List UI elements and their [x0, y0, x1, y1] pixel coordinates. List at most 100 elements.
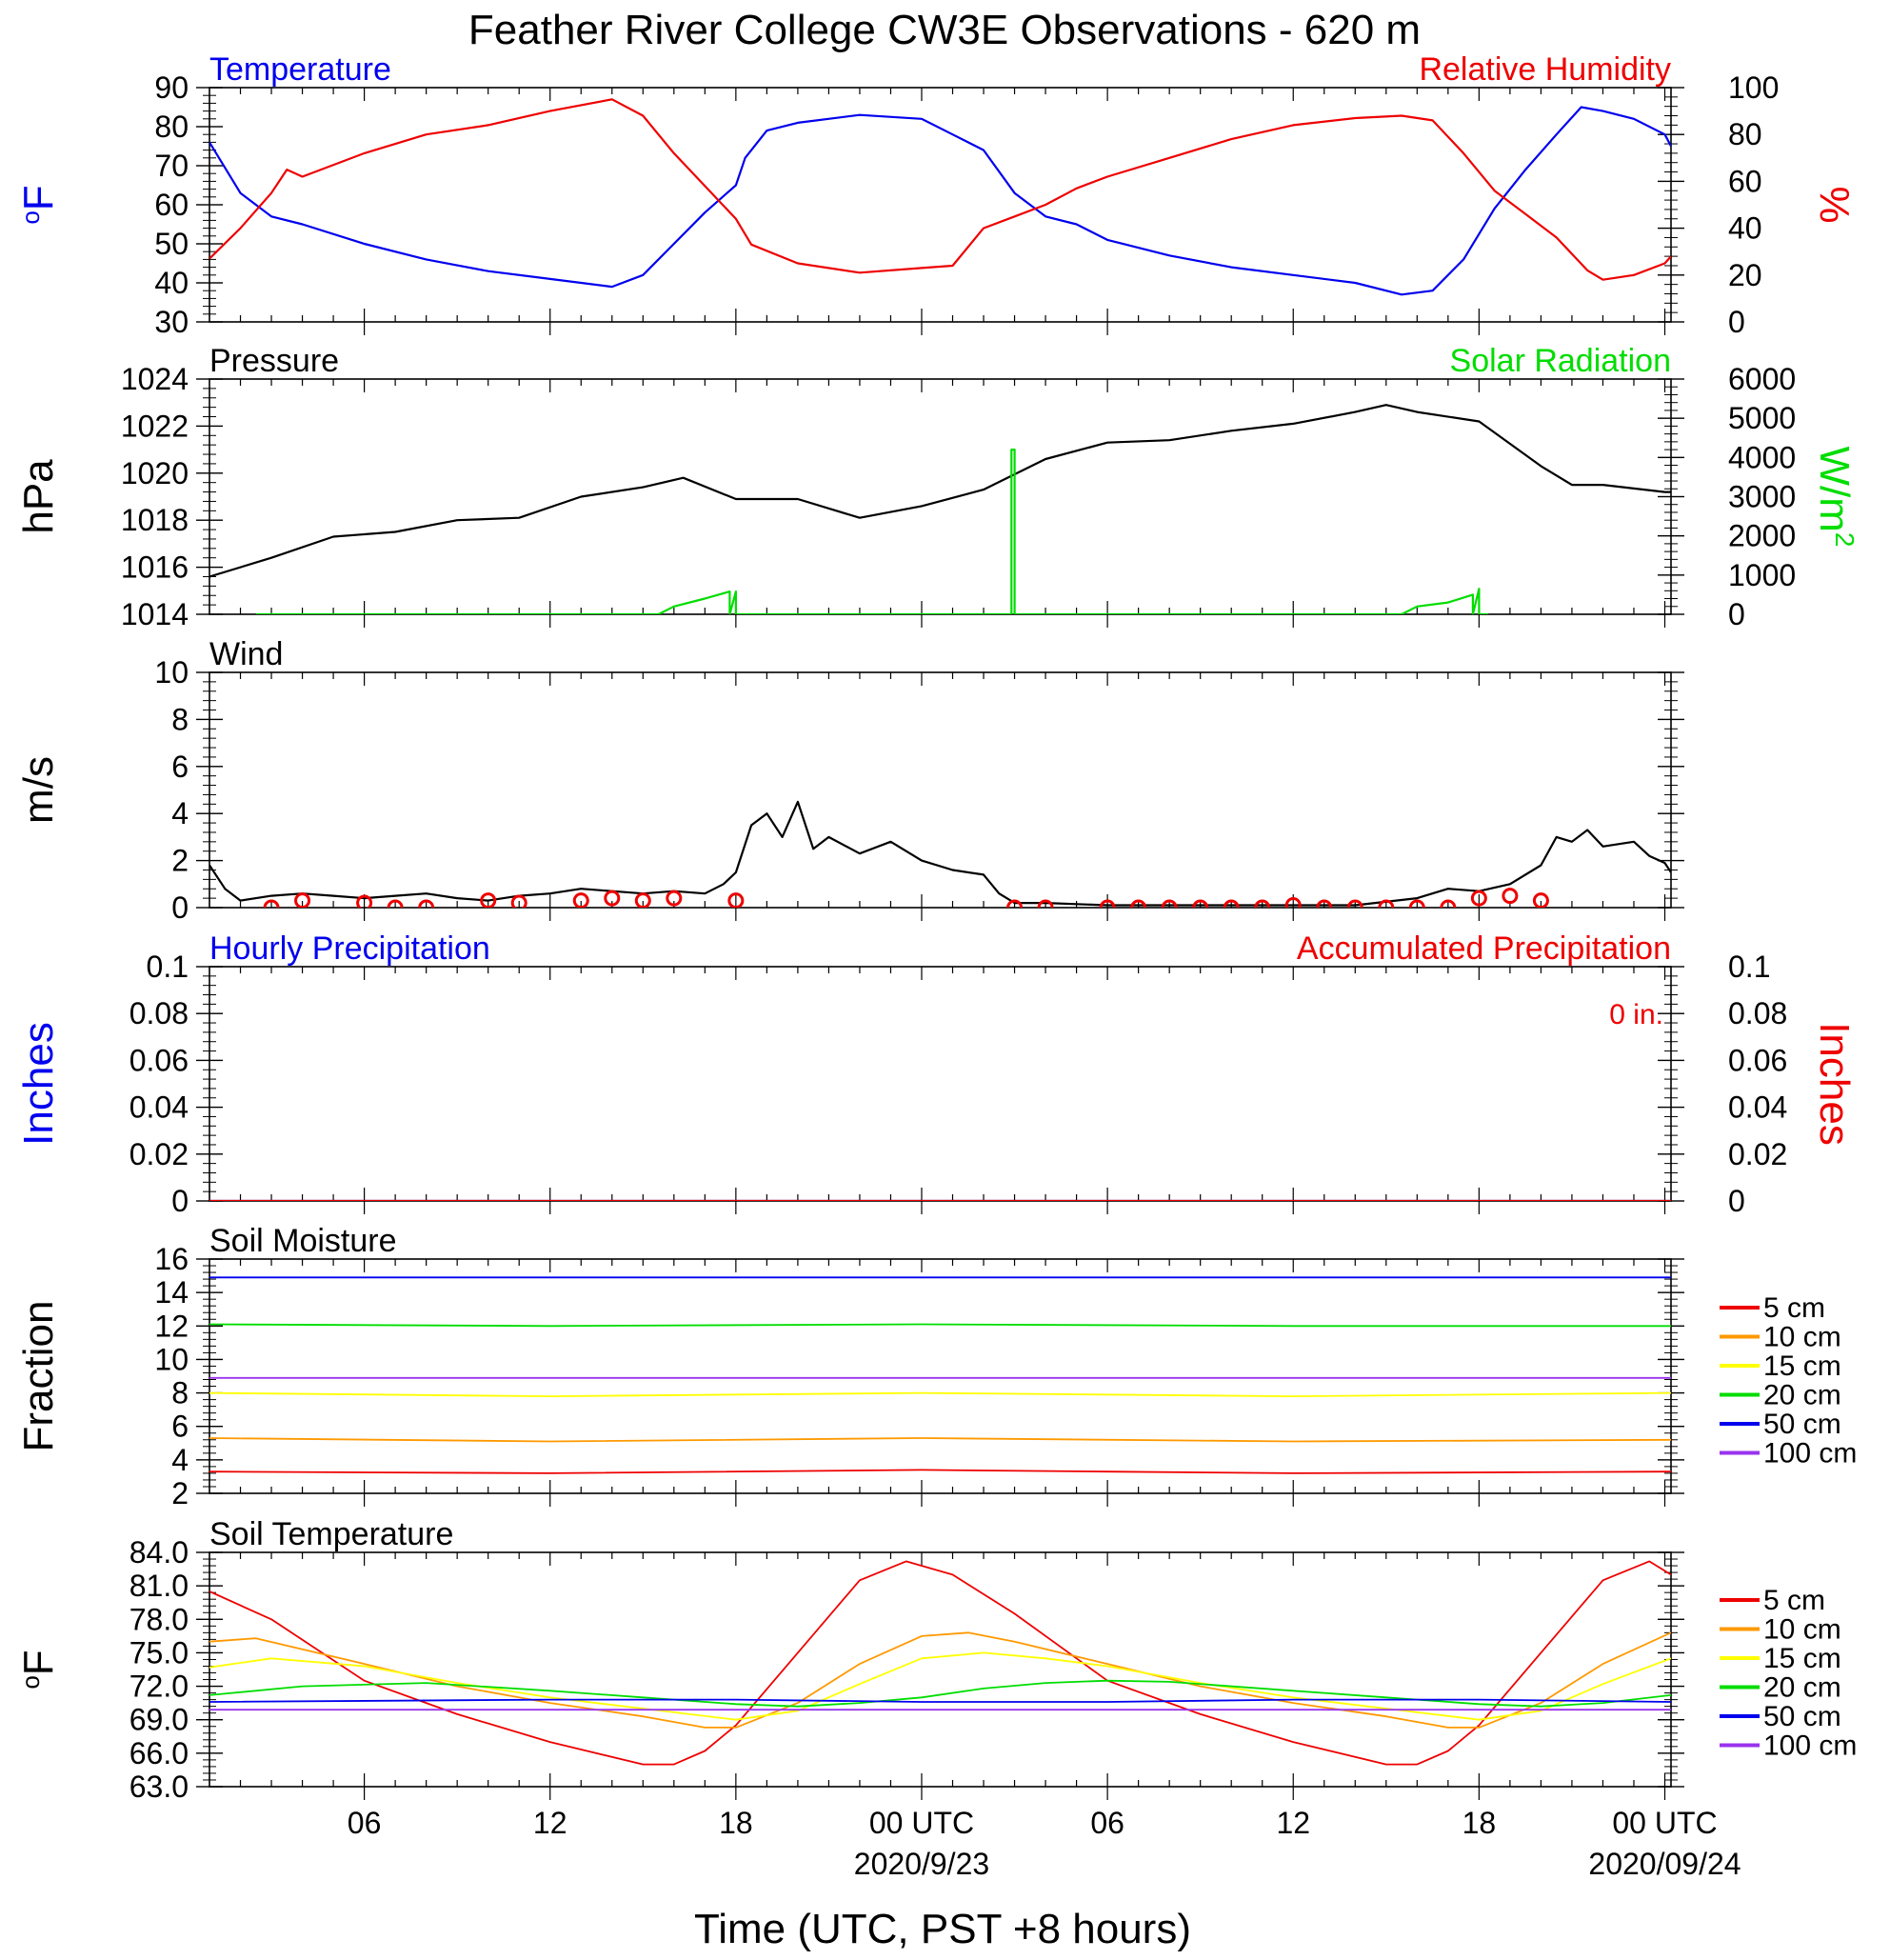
legend-label-5-cm: 5 cm [1763, 1585, 1825, 1616]
series-group [209, 1276, 1671, 1474]
y-tick-label-left: 4 [171, 796, 189, 830]
wind-obs-marker [356, 894, 373, 908]
wind-obs-marker [1099, 899, 1116, 908]
y-tick-label-left: 0.08 [129, 996, 189, 1030]
wind-obs-marker [1440, 899, 1457, 908]
y-tick-label-left: 0.04 [129, 1090, 189, 1125]
y-tick-label-left: 14 [154, 1275, 189, 1310]
y-tick-label-left: 1018 [121, 503, 189, 537]
y-tick-label-left: 6 [171, 750, 189, 784]
y-axis-label-left: oF [15, 1650, 62, 1689]
series-20-cm [209, 1323, 1671, 1328]
y-tick-label-left: 80 [154, 110, 189, 144]
series-10-cm [209, 1631, 1671, 1729]
y-tick-label-left: 72.0 [129, 1670, 189, 1704]
y-tick-label-left: 1024 [121, 362, 189, 396]
y-tick-label-left: 60 [154, 188, 189, 222]
y-tick-label-left: 16 [154, 1242, 189, 1276]
wind-obs-marker [1316, 899, 1333, 908]
y-tick-label-right: 0 [1728, 1184, 1745, 1218]
y-tick-label-left: 0 [171, 890, 189, 925]
wind-obs-marker [1284, 897, 1302, 908]
y-axis-label-right: Inches [1811, 1022, 1858, 1146]
y-tick-label-left: 2 [171, 844, 189, 878]
y-tick-label-left: 84.0 [129, 1535, 189, 1570]
y-tick-label-right: 40 [1728, 211, 1762, 246]
y-tick-label-right: 100 [1728, 70, 1779, 105]
x-axis-label: Time (UTC, PST +8 hours) [694, 1906, 1191, 1952]
wind-obs-marker [418, 899, 435, 908]
panel-press_solar: 1014 1016 1018 1020 1022 1024 0 1000 2000 3000 400… [15, 343, 1860, 631]
y-tick-label-right: 0 [1728, 597, 1745, 631]
x-tick-label: 06 [1090, 1806, 1124, 1840]
panel-soil_temp: 63.066.069.072.075.078.081.084.0 Soil Tem… [15, 1516, 1857, 1804]
y-tick-label-left: 1016 [121, 550, 189, 585]
x-tick-label: 12 [533, 1806, 567, 1840]
x-tick-label: 18 [1462, 1806, 1497, 1840]
y-tick-label-left: 1014 [121, 597, 189, 631]
wind-obs-marker [1130, 899, 1147, 908]
panel-precip: 0 0.02 0.04 0.06 0.08 0.1 0 0.02 0.04 0.06 0.08 0.1… [15, 930, 1858, 1218]
panel-title-left: Pressure [209, 343, 339, 379]
wind-obs-marker [1254, 899, 1271, 908]
plot-frame [209, 1258, 1672, 1494]
panel-title-left: Hourly Precipitation [209, 930, 490, 967]
plot-frame [209, 1551, 1672, 1788]
wind-obs-marker [1161, 899, 1178, 908]
panel-title-right: Relative Humidity [1419, 51, 1671, 88]
y-tick-label-left: 66.0 [129, 1736, 189, 1770]
x-date-label: 2020/09/24 [1588, 1847, 1741, 1881]
wind-obs-marker [666, 890, 683, 907]
y-tick-label-right: 1000 [1728, 558, 1796, 592]
x-tick-label: 06 [348, 1806, 382, 1840]
wind-obs-marker [294, 892, 311, 908]
series-10-cm [209, 1437, 1671, 1443]
panel-title-left: Soil Moisture [209, 1223, 397, 1259]
y-tick-label-left: 30 [154, 305, 189, 339]
y-tick-label-left: 0.02 [129, 1137, 189, 1171]
y-tick-label-left: 10 [154, 655, 189, 690]
series-5-cm [209, 1560, 1671, 1766]
panel-title-right: Accumulated Precipitation [1297, 930, 1671, 967]
y-axis-label-left: Fraction [15, 1301, 62, 1452]
y-tick-label-right: 60 [1728, 164, 1762, 198]
y-tick-label-right: 80 [1728, 117, 1762, 151]
y-tick-label-left: 69.0 [129, 1703, 189, 1737]
y-tick-label-left: 1022 [121, 409, 189, 443]
series-5-cm [209, 1469, 1671, 1474]
y-tick-label-left: 0.06 [129, 1043, 189, 1077]
wind-obs-marker [572, 892, 589, 908]
y-tick-label-right: 0.02 [1728, 1137, 1787, 1171]
panel-title-left: Soil Temperature [209, 1516, 453, 1552]
wind-obs-marker [634, 892, 651, 908]
x-tick-label: 00 UTC [1612, 1806, 1717, 1840]
series-relative-humidity [209, 98, 1671, 281]
y-tick-label-left: 63.0 [129, 1770, 189, 1804]
y-tick-label-right: 0 [1728, 305, 1745, 339]
legend-label-10-cm: 10 cm [1763, 1614, 1841, 1646]
wind-obs-marker [510, 894, 527, 908]
legend-label-10-cm: 10 cm [1763, 1322, 1841, 1353]
wind-obs-marker [1408, 899, 1425, 908]
panel-wind: 0 2 4 6 8 10 Wind m/s [15, 636, 1684, 925]
y-tick-label-left: 1020 [121, 456, 189, 490]
accumulated-annotation: 0 in. [1609, 999, 1663, 1030]
series-solar-radiation [255, 449, 1489, 614]
wind-obs-marker [1223, 899, 1240, 908]
series-group [209, 98, 1671, 296]
y-axis-label-left: m/s [15, 756, 62, 824]
panel-temp_rh: 30 40 50 60 70 80 90 0 20 40 60 80 100 Temperature Rel… [15, 51, 1858, 339]
y-tick-label-left: 90 [154, 70, 189, 105]
series-group [209, 1560, 1671, 1766]
wind-obs-marker [1192, 899, 1209, 908]
panel-title-left: Wind [209, 636, 283, 672]
series-50-cm [209, 1698, 1671, 1703]
y-tick-label-right: 5000 [1728, 401, 1796, 435]
y-tick-label-right: 0.1 [1728, 950, 1770, 984]
unit-wm: W/m [1811, 447, 1858, 532]
legend-label-100-cm: 100 cm [1763, 1730, 1857, 1762]
